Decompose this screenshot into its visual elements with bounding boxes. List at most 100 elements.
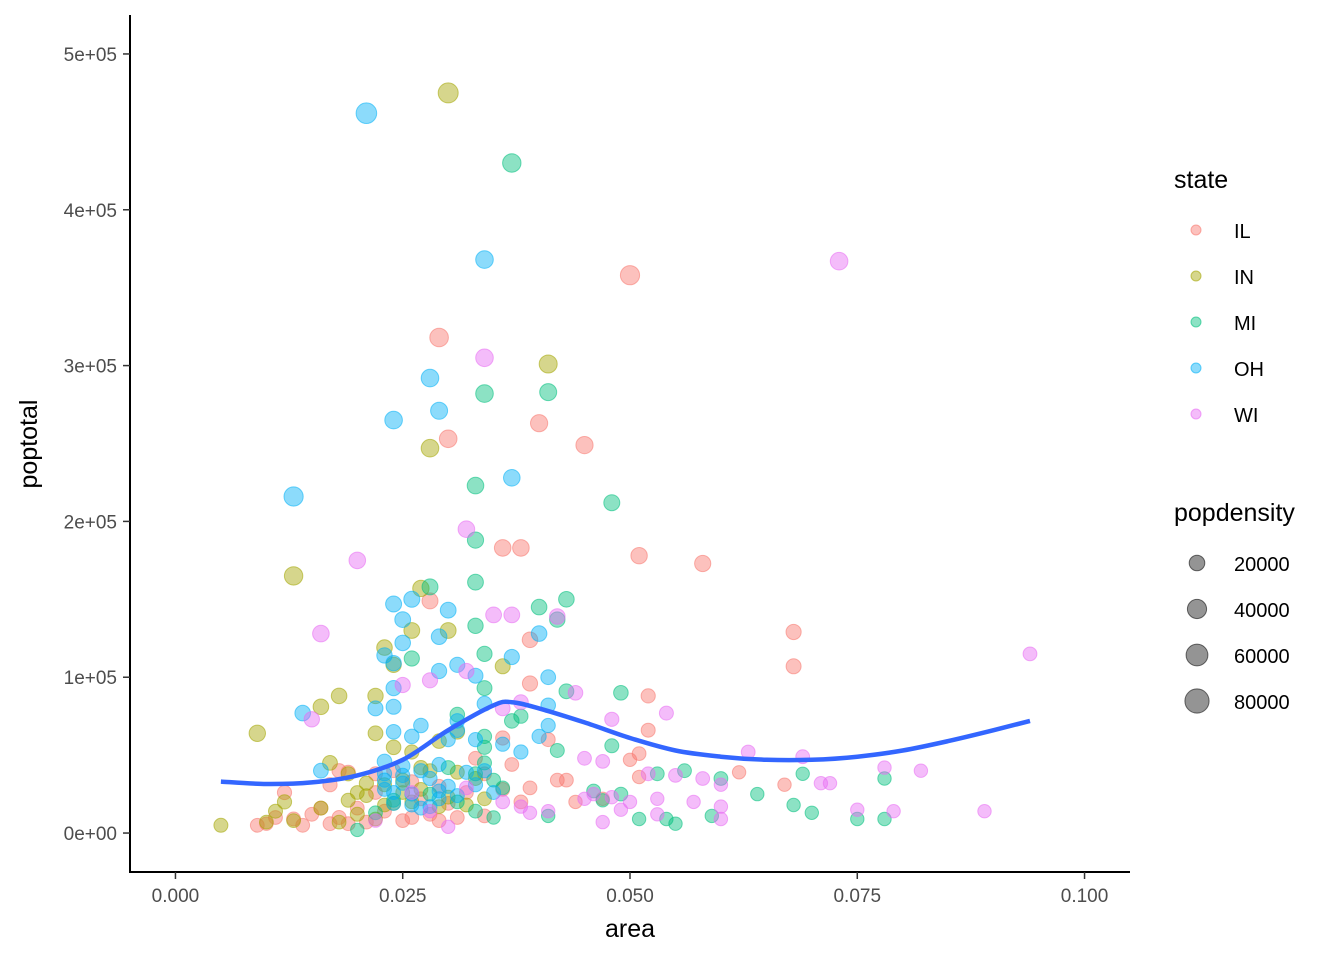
size-legend-key	[1184, 688, 1210, 714]
data-point-in	[259, 814, 274, 830]
data-point-il	[249, 817, 265, 833]
data-point-oh	[476, 763, 493, 779]
data-point-mi	[877, 811, 892, 827]
data-point-oh	[385, 680, 402, 697]
data-point-mi	[504, 713, 520, 729]
data-point-oh	[431, 783, 447, 799]
data-point-il	[694, 554, 712, 573]
data-point-oh	[384, 410, 403, 430]
data-point-il	[530, 414, 549, 433]
data-point-wi	[595, 754, 611, 769]
data-point-wi	[475, 348, 494, 368]
data-point-in	[359, 788, 374, 803]
data-point-wi	[441, 819, 456, 834]
data-point-oh	[404, 728, 420, 745]
data-point-mi	[795, 766, 810, 781]
data-point-oh	[439, 601, 457, 619]
size-legend-label: 20000	[1234, 554, 1290, 576]
data-point-oh	[540, 669, 557, 686]
data-point-il	[777, 777, 792, 792]
data-point-wi	[668, 768, 683, 783]
data-point-in	[538, 354, 558, 374]
y-tick-label: 3e+05	[64, 357, 117, 378]
data-point-il	[421, 592, 439, 610]
data-point-wi	[394, 676, 411, 694]
legend-color-title: state	[1174, 166, 1228, 194]
data-point-in	[349, 806, 365, 822]
data-point-mi	[476, 680, 493, 697]
data-point-il	[504, 757, 520, 772]
data-point-il	[731, 765, 747, 780]
legend-label-il: IL	[1234, 221, 1251, 243]
data-point-il	[395, 813, 411, 828]
data-point-oh	[403, 590, 421, 608]
data-point-oh	[385, 595, 403, 613]
data-point-mi	[422, 786, 438, 802]
data-point-wi	[348, 551, 367, 570]
data-point-in	[313, 800, 329, 816]
legend-size-title: popdensity	[1174, 499, 1295, 527]
legend-label-in: IN	[1234, 267, 1254, 289]
legend-key-in	[1190, 270, 1202, 282]
data-point-wi	[686, 794, 701, 810]
data-point-wi	[713, 811, 729, 827]
x-axis-title: area	[605, 915, 655, 943]
legend-key-oh	[1190, 362, 1202, 374]
data-point-wi	[549, 608, 566, 625]
data-point-in	[439, 622, 457, 639]
data-point-il	[619, 265, 641, 286]
data-point-in	[403, 622, 421, 639]
data-point-il	[575, 436, 594, 455]
data-point-il	[522, 780, 538, 796]
size-legend-label: 80000	[1234, 692, 1290, 714]
data-point-mi	[613, 685, 629, 701]
data-point-il	[449, 810, 465, 825]
data-point-mi	[530, 598, 548, 616]
data-point-il	[568, 794, 583, 810]
data-point-wi	[713, 777, 729, 792]
data-point-wi	[503, 606, 521, 624]
data-point-wi	[913, 763, 929, 778]
legend-key-il	[1190, 224, 1202, 236]
data-point-il	[513, 794, 529, 810]
data-point-il	[295, 817, 311, 833]
data-point-wi	[695, 771, 711, 786]
data-point-il	[622, 752, 638, 767]
legend-size-entries: 20000 40000 60000 80000	[1184, 554, 1290, 714]
data-point-oh	[385, 724, 402, 740]
data-point-wi	[312, 624, 330, 643]
data-point-wi	[886, 804, 901, 819]
smooth-trend-line	[220, 699, 1031, 787]
data-point-wi	[850, 802, 865, 817]
data-point-mi	[502, 153, 522, 173]
data-point-mi	[486, 810, 501, 825]
y-tick-label: 2e+05	[64, 512, 117, 533]
data-point-oh	[540, 717, 556, 734]
data-point-mi	[804, 805, 819, 820]
data-point-mi	[466, 476, 485, 495]
data-point-in	[422, 763, 438, 779]
data-point-wi	[495, 794, 511, 810]
x-tick-label: 0.050	[606, 886, 654, 907]
data-point-oh	[431, 756, 447, 773]
y-axis-ticks: 0e+00 1e+05 2e+05 3e+05 4e+05 5e+05	[64, 45, 130, 845]
data-point-mi	[604, 738, 620, 754]
data-point-il	[493, 539, 512, 557]
data-point-il	[521, 631, 539, 649]
data-point-oh	[486, 785, 502, 800]
data-point-in	[322, 755, 338, 771]
x-tick-label: 0.075	[833, 886, 881, 907]
data-point-in	[367, 725, 384, 742]
y-tick-label: 4e+05	[64, 201, 117, 222]
data-point-wi	[459, 780, 474, 796]
data-point-oh	[395, 767, 411, 784]
data-point-mi	[368, 805, 383, 821]
x-tick-label: 0.000	[152, 886, 200, 907]
data-point-mi	[877, 771, 892, 786]
data-point-in	[437, 82, 459, 104]
data-point-mi	[659, 811, 674, 827]
data-point-oh	[430, 628, 448, 646]
data-point-wi	[658, 705, 674, 721]
size-legend-key	[1185, 643, 1209, 667]
data-point-mi	[677, 763, 692, 779]
